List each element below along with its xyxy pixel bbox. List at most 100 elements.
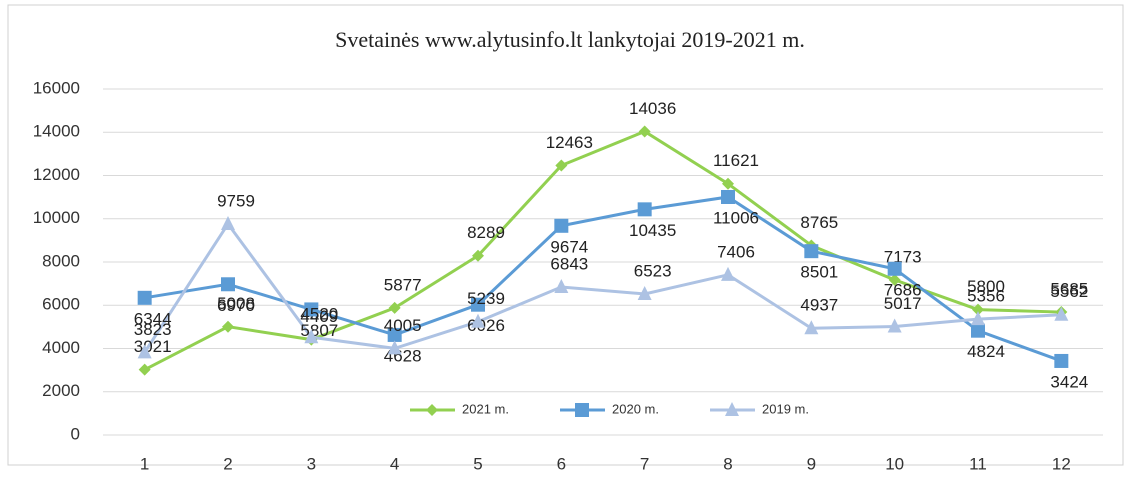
legend-label: 2020 m. [612, 401, 659, 416]
data-label: 5017 [884, 294, 922, 313]
y-tick-label: 10000 [33, 208, 80, 227]
chart-title: Svetainės www.alytusinfo.lt lankytojai 2… [335, 27, 805, 52]
x-tick-label: 5 [473, 454, 482, 473]
data-point [887, 261, 902, 276]
data-label: 6523 [634, 261, 672, 280]
legend-marker [426, 404, 438, 416]
data-label: 14036 [629, 99, 676, 118]
data-label: 4005 [384, 316, 422, 335]
data-label: 9674 [550, 237, 588, 256]
data-point [721, 189, 735, 204]
data-label: 12463 [546, 133, 593, 152]
data-label: 11006 [713, 208, 759, 227]
data-label: 5562 [1050, 282, 1088, 301]
data-label: 3021 [134, 337, 172, 356]
data-label: 5877 [384, 275, 422, 294]
x-tick-label: 1 [140, 454, 149, 473]
data-point [1054, 306, 1069, 321]
y-tick-label: 16000 [33, 78, 80, 97]
data-point [555, 159, 568, 172]
data-point [887, 318, 902, 333]
x-tick-label: 12 [1052, 454, 1071, 473]
data-point [554, 218, 569, 233]
x-tick-label: 8 [723, 454, 732, 473]
data-label: 3823 [134, 320, 172, 339]
data-label: 8765 [800, 213, 838, 232]
data-label: 8501 [800, 263, 838, 282]
data-label: 5008 [217, 294, 255, 313]
y-tick-label: 4000 [42, 338, 80, 357]
data-point [387, 340, 402, 355]
series-line [143, 221, 1062, 354]
data-label: 5685 [1050, 280, 1088, 299]
data-point [472, 249, 484, 262]
data-label: 5800 [967, 277, 1005, 296]
data-point [138, 363, 151, 376]
series-line [143, 129, 1062, 372]
data-label: 4824 [967, 342, 1005, 361]
data-label: 7686 [884, 280, 922, 299]
data-point [471, 297, 485, 312]
data-point [721, 266, 735, 281]
y-tick-label: 6000 [42, 295, 80, 314]
x-tick-label: 4 [390, 454, 399, 473]
data-label: 6344 [134, 309, 172, 328]
data-label: 10435 [629, 221, 676, 240]
data-point [1054, 353, 1069, 368]
data-point [471, 313, 485, 328]
data-point [637, 285, 652, 300]
legend-marker [725, 402, 739, 416]
data-label: 6843 [550, 255, 588, 274]
data-point [554, 279, 569, 294]
data-point [638, 125, 651, 138]
data-point [304, 329, 319, 344]
data-point [888, 273, 901, 286]
data-point [971, 311, 985, 326]
data-label: 4937 [800, 296, 838, 315]
data-point [637, 202, 652, 217]
x-tick-label: 7 [640, 454, 649, 473]
data-point [388, 301, 401, 314]
legend-label: 2021 m. [462, 401, 509, 416]
data-label: 9759 [217, 191, 255, 210]
data-point [221, 215, 235, 230]
data-point [137, 344, 152, 359]
x-tick-label: 3 [307, 454, 316, 473]
data-label: 11621 [713, 151, 759, 170]
x-tick-label: 6 [557, 454, 566, 473]
data-point [387, 327, 402, 342]
data-point [972, 303, 984, 316]
data-label: 7406 [717, 242, 755, 261]
y-tick-label: 2000 [42, 381, 80, 400]
data-label: 7173 [884, 247, 922, 266]
data-label: 8289 [467, 223, 505, 242]
data-point [804, 320, 819, 335]
series-line [144, 195, 1062, 363]
data-point [222, 320, 234, 333]
data-label: 5239 [467, 289, 505, 308]
data-point [304, 302, 319, 317]
y-tick-label: 12000 [33, 165, 80, 184]
y-tick-label: 8000 [42, 251, 80, 270]
data-label: 3424 [1050, 372, 1088, 391]
y-tick-label: 14000 [33, 122, 80, 141]
data-point [971, 323, 985, 338]
data-point [221, 277, 235, 292]
legend-label: 2019 m. [762, 401, 809, 416]
x-tick-label: 10 [885, 454, 904, 473]
chart-frame [7, 4, 1124, 466]
data-point [804, 244, 819, 259]
data-label: 5807 [300, 321, 338, 340]
data-label: 5356 [967, 287, 1005, 306]
data-label: 4520 [300, 305, 338, 324]
x-tick-label: 9 [807, 454, 816, 473]
x-tick-label: 2 [223, 454, 232, 473]
data-point [137, 290, 152, 305]
data-label: 4628 [384, 346, 422, 365]
data-point [722, 177, 734, 190]
data-label: 6970 [217, 296, 255, 315]
legend-marker [575, 403, 589, 417]
y-tick-label: 0 [71, 424, 80, 443]
x-tick-label: 11 [969, 454, 987, 473]
